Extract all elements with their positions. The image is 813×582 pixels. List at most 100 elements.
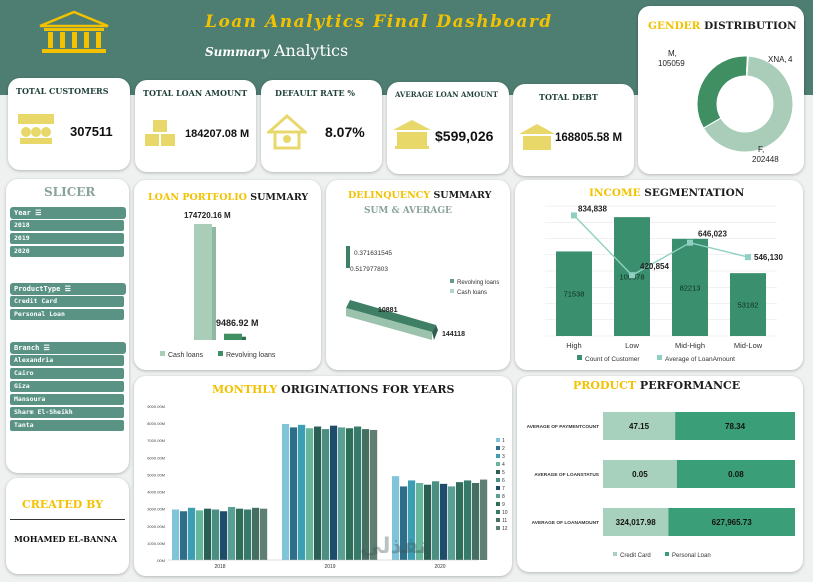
- slicer-item[interactable]: Tanta: [10, 420, 124, 431]
- slicer-item[interactable]: Giza: [10, 381, 124, 392]
- category-label: 2019: [324, 564, 335, 570]
- legend-swatch: [450, 279, 454, 283]
- bar-label: 47.15: [629, 422, 650, 431]
- kpi-label: Total Debt: [539, 92, 598, 102]
- title-gold: Product: [573, 379, 637, 392]
- bank-icon: [393, 120, 431, 149]
- bar: [668, 508, 795, 536]
- kpi-total-customers: Total Customers 307511: [8, 78, 130, 170]
- monthly-title: Monthly Originations for Years: [212, 383, 454, 396]
- category-label: High: [566, 341, 581, 350]
- legend-label: 11: [502, 518, 507, 524]
- legend-label: Average of LoanAmount: [665, 356, 735, 363]
- tick-label: 2000.00M: [147, 524, 165, 529]
- bar: [603, 460, 677, 488]
- donut-slice: [745, 55, 749, 77]
- slicer-item[interactable]: 2018: [10, 220, 124, 231]
- legend-swatch: [496, 502, 500, 506]
- bar-label: 627,965.73: [712, 518, 753, 527]
- bar-label: 0.08: [728, 470, 744, 479]
- tick-label: 3000.00M: [147, 507, 165, 512]
- legend-swatch: [577, 355, 582, 360]
- data-label: 0.517977803: [350, 266, 388, 273]
- legend-swatch: [496, 518, 500, 522]
- legend-label: Revolving loans: [457, 280, 499, 286]
- bar: [346, 308, 432, 340]
- legend-label: 4: [502, 462, 505, 468]
- data-label: 144118: [442, 331, 465, 338]
- tick-label: 8000.00M: [147, 421, 165, 426]
- title-gold: Income: [589, 187, 641, 199]
- title-rest: Segmentation: [644, 187, 745, 199]
- category-label: Mid-High: [675, 341, 705, 350]
- slicer-item[interactable]: 2020: [10, 246, 124, 257]
- created-by-divider: [10, 519, 125, 520]
- income-title: Income Segmentation: [589, 187, 744, 199]
- donut-value-label: 105059: [658, 59, 685, 68]
- bar-label: 53182: [738, 301, 759, 310]
- legend-label: Credit Card: [620, 553, 651, 559]
- bar: [416, 483, 424, 560]
- kpi-total-debt: Total Debt 168805.58 M: [513, 84, 634, 176]
- legend-swatch: [496, 446, 500, 450]
- bar: [172, 509, 180, 560]
- kpi-value: $599,026: [435, 128, 494, 144]
- donut-slice: [702, 55, 794, 153]
- bar: [346, 300, 436, 332]
- bank-logo-icon: [39, 10, 109, 53]
- legend-swatch: [496, 438, 500, 442]
- slicer-group-producttype[interactable]: ProductType ☰: [10, 283, 126, 295]
- bar: [370, 429, 378, 560]
- bar: [603, 508, 669, 536]
- bar: [440, 483, 448, 560]
- bar: [424, 484, 432, 560]
- legend-label: 1: [502, 438, 505, 444]
- bar: [448, 486, 456, 560]
- slicer-item[interactable]: 2019: [10, 233, 124, 244]
- slicer-item[interactable]: Mansoura: [10, 394, 124, 405]
- income-segmentation-chart: 71538High100578Low82213Mid-High53182Mid-…: [545, 204, 783, 363]
- slicer-group-year[interactable]: Year ☰: [10, 207, 126, 219]
- donut-value-label: 202448: [752, 155, 779, 164]
- slicer-item[interactable]: Credit Card: [10, 296, 124, 307]
- customers-icon: [18, 114, 54, 144]
- income-segmentation-card: Income Segmentation 71538High100578Low82…: [515, 180, 803, 370]
- money-stack-icon: [145, 120, 175, 146]
- kpi-value: 8.07%: [325, 124, 365, 140]
- line-label: 834,838: [578, 204, 607, 213]
- slicer-item[interactable]: Sharm El-Sheikh: [10, 407, 124, 418]
- category-label: AVERAGE OF LOANAMOUNT: [532, 520, 599, 526]
- legend-swatch: [496, 510, 500, 514]
- subtitle-bold: Summary: [205, 45, 269, 59]
- legend-label: 8: [502, 494, 505, 500]
- created-by-label: Created By: [22, 498, 104, 511]
- bar: [228, 506, 236, 560]
- legend-swatch: [496, 478, 500, 482]
- slicer-panel: Slicer Year ☰ 2018 2019 2020 ProductType ☰ Cr…: [6, 179, 129, 473]
- bar: [194, 224, 212, 340]
- bar: [672, 238, 708, 336]
- category-label: Low: [625, 341, 639, 350]
- bar-side: [432, 325, 438, 340]
- legend-label: 10: [502, 510, 508, 516]
- slicer-group-branch[interactable]: Branch ☰: [10, 342, 126, 354]
- bar: [322, 429, 330, 560]
- house-icon: [267, 113, 307, 150]
- gender-donut-chart: M,105059 XNA, 4 F,202448: [658, 49, 794, 164]
- created-by-card: Created By Mohamed El-Banna: [6, 478, 129, 574]
- kpi-label: Average Loan Amount: [395, 90, 498, 99]
- legend-label: 7: [502, 486, 505, 492]
- legend-label: 9: [502, 502, 505, 508]
- kpi-average-loan-amount: Average Loan Amount $599,026: [387, 82, 509, 174]
- bar-side: [242, 336, 246, 340]
- slicer-item[interactable]: Personal Loan: [10, 309, 124, 320]
- delinquency-card: Delinquency Summary Sum & Average 0.3716…: [326, 180, 510, 370]
- product-title: Product Performance: [573, 379, 740, 392]
- bar: [354, 426, 362, 560]
- donut-label: F,: [758, 145, 764, 154]
- slicer-item[interactable]: Cairo: [10, 368, 124, 379]
- bar: [464, 480, 472, 560]
- slicer-item[interactable]: Alexandria: [10, 355, 124, 366]
- bar: [480, 479, 488, 560]
- bar: [298, 424, 306, 560]
